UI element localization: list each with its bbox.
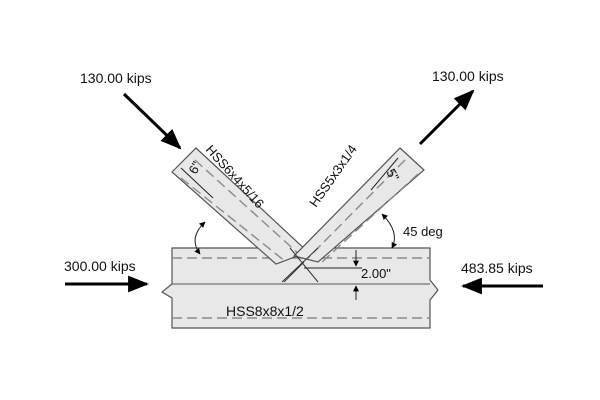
right-brace-force-arrow	[418, 89, 475, 146]
eccentricity-label: 2.00"	[361, 266, 391, 281]
right-brace-force-label: 130.00 kips	[432, 68, 504, 84]
left-brace-force-arrow	[122, 92, 182, 150]
right-angle-arc	[381, 213, 398, 249]
chord-right-force-label: 483.85 kips	[461, 260, 533, 276]
right-brace-member	[292, 147, 425, 263]
left-brace-force-label: 130.00 kips	[80, 70, 152, 86]
left-angle-arc	[194, 221, 206, 255]
angle-label: 45 deg	[403, 224, 443, 239]
chord-label: HSS8x8x1/2	[226, 303, 304, 319]
work-point-lines	[281, 247, 319, 283]
eccentricity-dimension: 2.00"	[304, 250, 391, 300]
chord-left-force-label: 300.00 kips	[64, 258, 136, 274]
chord-member	[160, 247, 439, 329]
